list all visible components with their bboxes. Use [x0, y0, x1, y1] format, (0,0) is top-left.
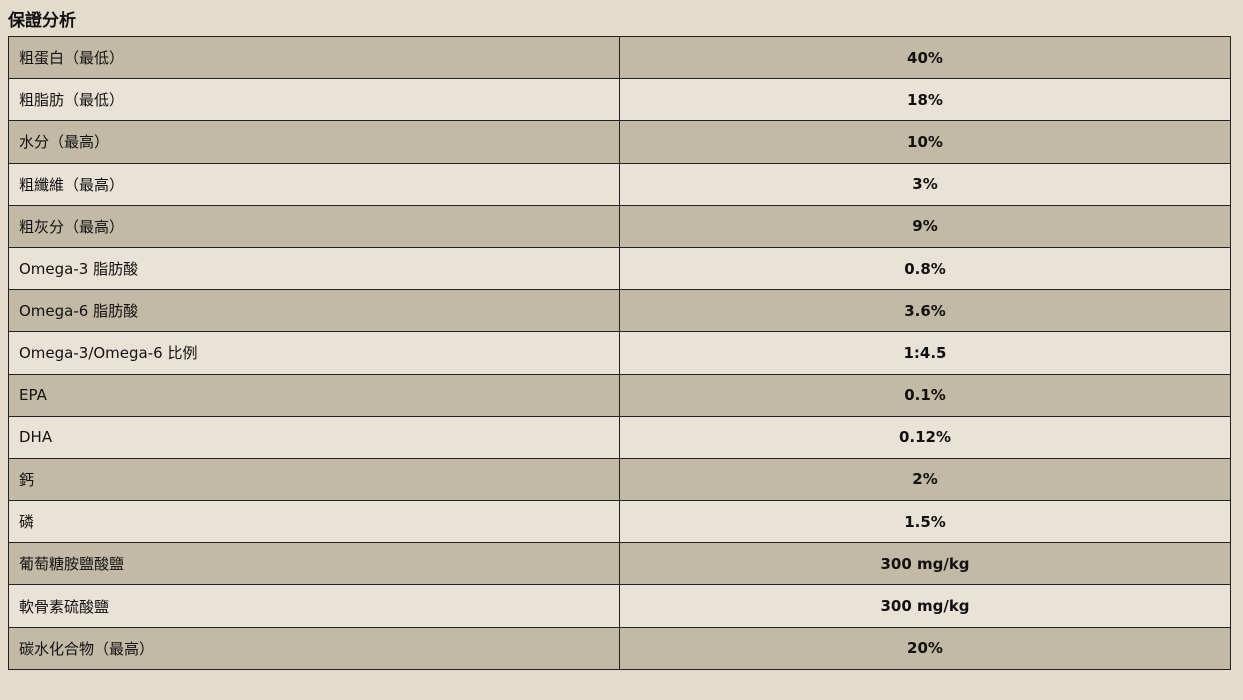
table-row: 水分（最高） 10% [8, 120, 1231, 164]
nutrient-value: 0.1% [619, 373, 1231, 417]
table-row: 鈣 2% [8, 457, 1231, 502]
nutrient-label: 碳水化合物（最高） [8, 626, 620, 670]
table-row: 葡萄糖胺鹽酸鹽 300 mg/kg [8, 542, 1231, 586]
nutrient-value: 3.6% [619, 289, 1231, 333]
nutrient-value: 0.12% [619, 415, 1231, 459]
nutrient-value: 1:4.5 [619, 331, 1231, 375]
table-row: 軟骨素硫酸鹽 300 mg/kg [8, 584, 1231, 628]
nutrient-label: 粗脂肪（最低） [8, 78, 620, 122]
nutrient-value: 3% [619, 162, 1231, 206]
nutrient-label: 軟骨素硫酸鹽 [8, 584, 620, 628]
nutrient-value: 300 mg/kg [619, 542, 1231, 586]
nutrient-value: 1.5% [619, 500, 1231, 544]
table-row: Omega-3/Omega-6 比例 1:4.5 [8, 331, 1231, 375]
nutrient-value: 0.8% [619, 246, 1231, 291]
nutrient-label: 水分（最高） [8, 120, 620, 164]
section-title: 保證分析 [8, 11, 76, 31]
table-row: DHA 0.12% [8, 415, 1231, 459]
nutrient-value: 9% [619, 204, 1231, 248]
nutrient-value: 40% [619, 35, 1231, 80]
nutrient-value: 300 mg/kg [619, 584, 1231, 628]
nutrient-label: Omega-3 脂肪酸 [8, 246, 620, 291]
table-row: Omega-3 脂肪酸 0.8% [8, 246, 1231, 291]
table-row: 粗纖維（最高） 3% [8, 162, 1231, 206]
nutrient-label: 粗蛋白（最低） [8, 35, 620, 80]
table-row: Omega-6 脂肪酸 3.6% [8, 289, 1231, 333]
nutrient-value: 2% [619, 457, 1231, 502]
nutrient-label: 磷 [8, 500, 620, 544]
nutrient-value: 10% [619, 120, 1231, 164]
nutrient-label: 鈣 [8, 457, 620, 502]
nutrient-label: Omega-3/Omega-6 比例 [8, 331, 620, 375]
table-row: EPA 0.1% [8, 373, 1231, 417]
nutrient-value: 18% [619, 78, 1231, 122]
nutrient-label: 葡萄糖胺鹽酸鹽 [8, 542, 620, 586]
nutrient-label: DHA [8, 415, 620, 459]
nutrient-label: Omega-6 脂肪酸 [8, 289, 620, 333]
nutrient-label: EPA [8, 373, 620, 417]
guaranteed-analysis-table: 粗蛋白（最低） 40% 粗脂肪（最低） 18% 水分（最高） 10% 粗纖維（最高） 3% 粗灰… [8, 35, 1231, 670]
table-row: 粗灰分（最高） 9% [8, 204, 1231, 248]
table-row: 碳水化合物（最高） 20% [8, 626, 1231, 670]
table-row: 粗脂肪（最低） 18% [8, 78, 1231, 122]
table-row: 磷 1.5% [8, 500, 1231, 544]
nutrient-value: 20% [619, 626, 1231, 670]
nutrient-label: 粗纖維（最高） [8, 162, 620, 206]
table-row: 粗蛋白（最低） 40% [8, 35, 1231, 80]
nutrient-label: 粗灰分（最高） [8, 204, 620, 248]
